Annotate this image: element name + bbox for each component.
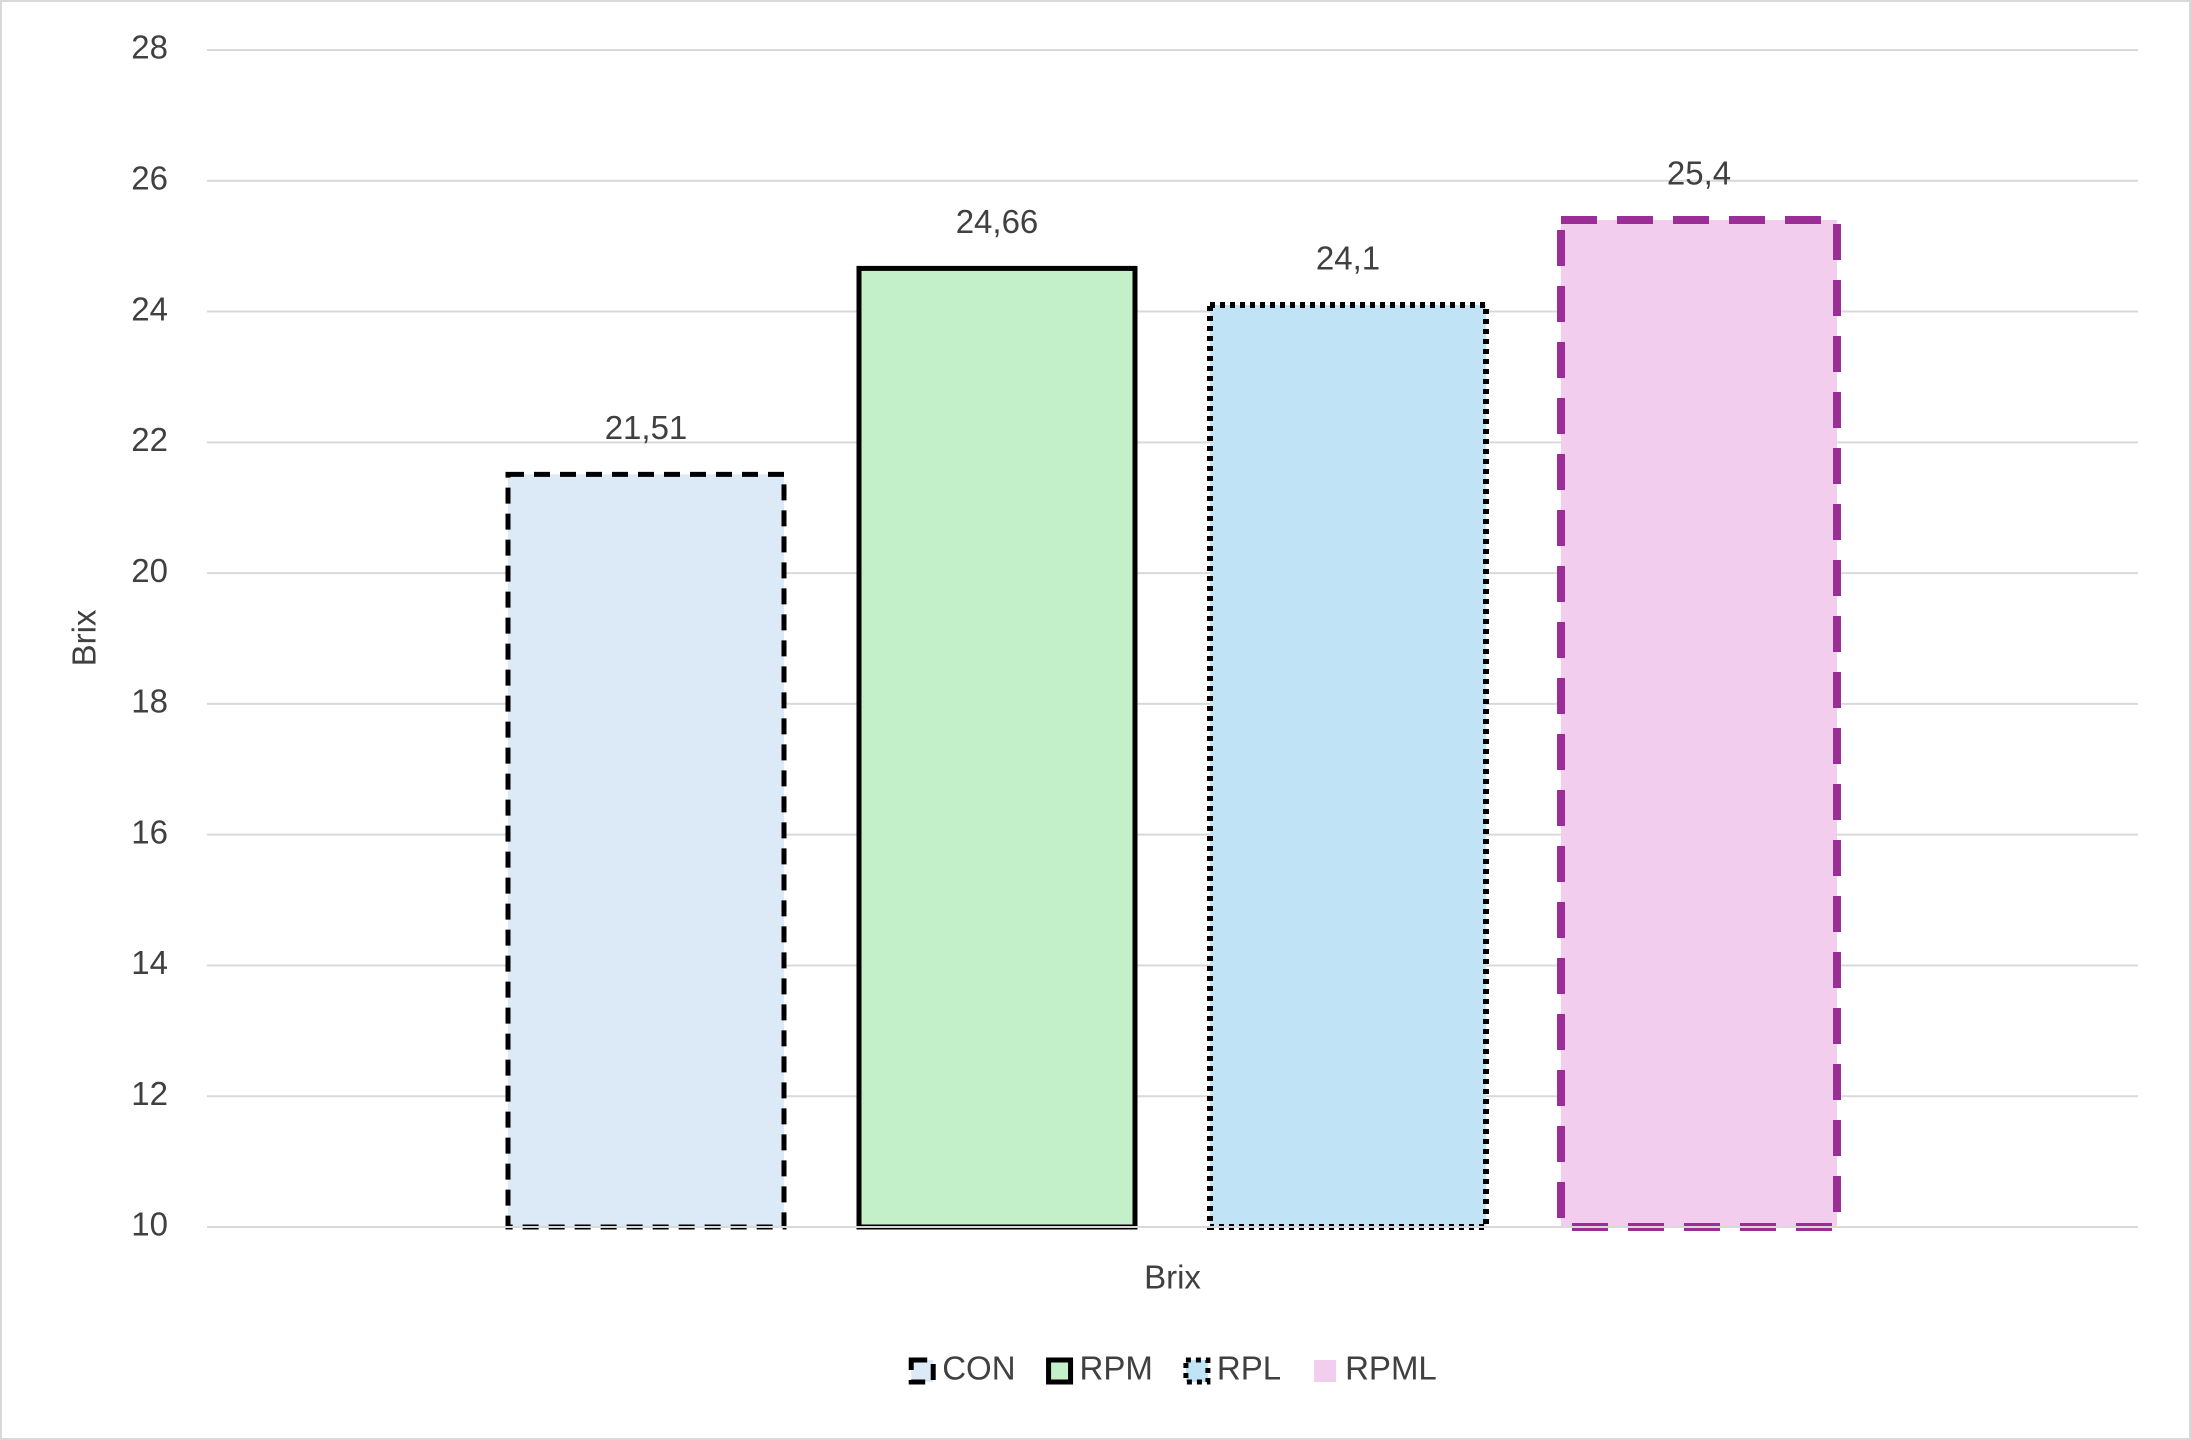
y-tick-label: 12 [131, 1075, 168, 1112]
legend-label: RPL [1217, 1350, 1281, 1387]
y-tick-label: 28 [131, 29, 168, 66]
value-label: 24,66 [956, 203, 1039, 240]
legend: CON RPM RPL RPML [908, 1350, 1437, 1387]
y-tick-label: 26 [131, 159, 168, 196]
y-axis-title: Brix [66, 609, 103, 666]
value-label: 24,1 [1316, 240, 1380, 277]
y-tick-label: 10 [131, 1206, 168, 1243]
legend-label: CON [942, 1350, 1015, 1387]
legend-swatch [1314, 1360, 1337, 1382]
y-tick-label: 14 [131, 944, 168, 981]
y-tick-label: 24 [131, 290, 168, 327]
legend-swatch [1046, 1357, 1074, 1385]
x-tick-label: Brix [1144, 1259, 1201, 1296]
legend-swatch [1183, 1357, 1211, 1385]
y-tick-label: 20 [131, 552, 168, 589]
y-tick-label: 22 [131, 421, 168, 458]
bar [1207, 302, 1489, 1230]
y-tick-label: 18 [131, 683, 168, 720]
legend-swatch [908, 1357, 936, 1385]
legend-label: RPM [1080, 1350, 1153, 1387]
y-tick-label: 16 [131, 813, 168, 850]
bar [1557, 216, 1841, 1231]
value-label: 21,51 [605, 409, 688, 446]
bar [505, 471, 787, 1230]
bar [856, 265, 1138, 1230]
value-label: 25,4 [1667, 155, 1731, 192]
legend-label: RPML [1345, 1350, 1437, 1387]
